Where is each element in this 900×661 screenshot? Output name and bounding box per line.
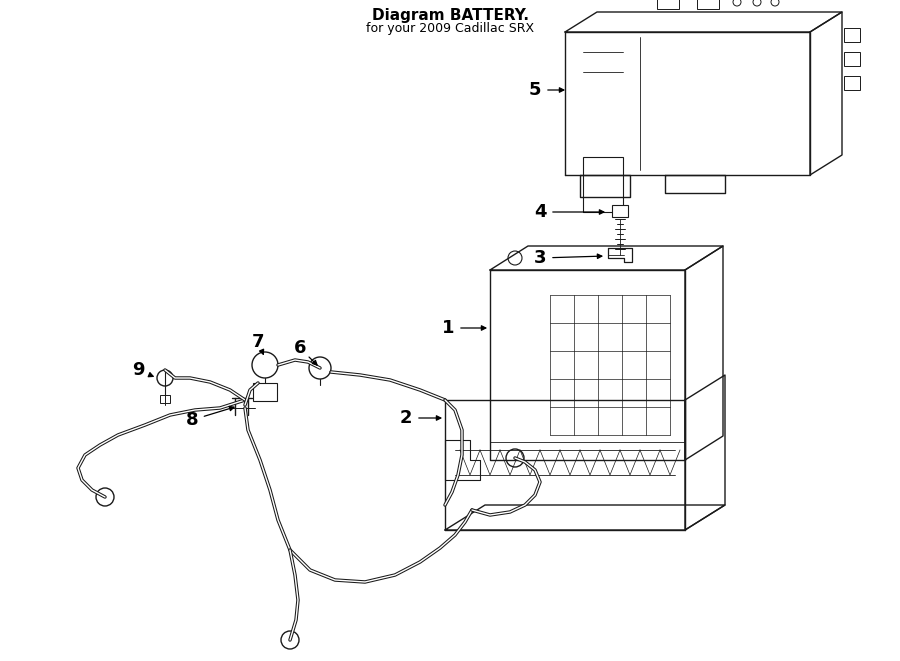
- Text: 9: 9: [131, 361, 144, 379]
- Bar: [657, 0, 679, 9]
- Text: 7: 7: [252, 333, 265, 351]
- Bar: [583, 157, 623, 212]
- Text: 3: 3: [534, 249, 546, 267]
- Bar: [253, 383, 277, 401]
- Text: 1: 1: [442, 319, 454, 337]
- Bar: [697, 0, 719, 9]
- Text: 8: 8: [185, 411, 198, 429]
- Bar: [844, 28, 860, 42]
- Text: for your 2009 Cadillac SRX: for your 2009 Cadillac SRX: [366, 22, 534, 35]
- Text: 2: 2: [400, 409, 412, 427]
- Bar: [612, 205, 628, 217]
- Text: 4: 4: [534, 203, 546, 221]
- Text: 6: 6: [293, 339, 306, 357]
- Text: Diagram BATTERY.: Diagram BATTERY.: [372, 8, 528, 23]
- Text: 5: 5: [529, 81, 541, 99]
- Bar: [844, 52, 860, 66]
- Bar: [160, 395, 170, 403]
- Bar: [844, 76, 860, 90]
